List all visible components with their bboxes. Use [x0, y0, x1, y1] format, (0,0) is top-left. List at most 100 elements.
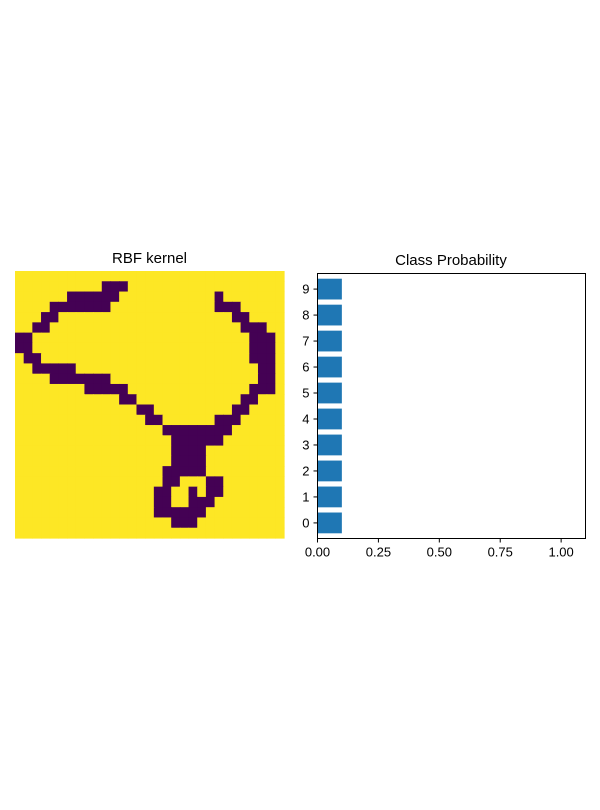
- image-pixel: [266, 435, 276, 447]
- image-pixel: [162, 322, 172, 334]
- image-pixel: [266, 342, 276, 354]
- image-pixel: [49, 332, 59, 344]
- image-pixel: [275, 394, 285, 406]
- image-pixel: [214, 425, 224, 436]
- image-pixel: [240, 322, 250, 334]
- image-pixel: [110, 435, 120, 447]
- image-pixel: [188, 291, 198, 303]
- image-pixel: [75, 291, 86, 303]
- image-pixel: [110, 486, 120, 498]
- image-pixel: [257, 353, 268, 365]
- image-pixel: [127, 322, 138, 334]
- image-pixel: [197, 312, 207, 323]
- image-pixel: [101, 291, 112, 303]
- image-pixel: [58, 527, 68, 539]
- image-pixel: [110, 414, 120, 426]
- image-pixel: [145, 322, 155, 334]
- image-pixel: [58, 394, 68, 406]
- image-pixel: [275, 291, 285, 303]
- image-pixel: [75, 486, 86, 498]
- image-pixel: [127, 445, 138, 457]
- image-pixel: [205, 383, 216, 395]
- x-tick-label: 0.00: [305, 545, 330, 560]
- image-pixel: [214, 271, 224, 282]
- image-pixel: [15, 353, 25, 365]
- image-pixel: [275, 342, 285, 354]
- image-pixel: [145, 281, 155, 293]
- image-pixel: [223, 414, 233, 426]
- image-pixel: [23, 342, 33, 354]
- image-pixel: [188, 445, 198, 457]
- bar-class-0: [317, 512, 342, 534]
- image-pixel: [145, 414, 155, 426]
- image-pixel: [101, 425, 112, 436]
- image-pixel: [179, 332, 190, 344]
- image-pixel: [41, 517, 51, 529]
- image-pixel: [49, 476, 59, 488]
- image-pixel: [136, 332, 146, 344]
- image-pixel: [214, 363, 224, 375]
- image-pixel: [15, 383, 25, 395]
- image-pixel: [197, 332, 207, 344]
- image-pixel: [84, 435, 94, 447]
- image-pixel: [266, 383, 276, 395]
- image-pixel: [49, 455, 59, 467]
- image-pixel: [119, 414, 129, 426]
- image-pixel: [127, 281, 138, 293]
- image-pixel: [58, 383, 68, 395]
- image-pixel: [32, 425, 42, 436]
- image-pixel: [171, 517, 181, 529]
- image-pixel: [153, 383, 164, 395]
- image-pixel: [179, 435, 190, 447]
- image-pixel: [15, 466, 25, 477]
- image-pixel: [171, 527, 181, 539]
- image-pixel: [179, 445, 190, 457]
- bar-class-5: [317, 382, 342, 404]
- image-pixel: [67, 332, 77, 344]
- image-pixel: [188, 342, 198, 354]
- image-pixel: [179, 496, 190, 508]
- image-pixel: [67, 425, 77, 436]
- image-pixel: [197, 527, 207, 539]
- image-pixel: [145, 301, 155, 313]
- image-pixel: [240, 507, 250, 519]
- image-pixel: [188, 496, 198, 508]
- image-pixel: [179, 373, 190, 385]
- image-pixel: [84, 353, 94, 365]
- image-pixel: [197, 404, 207, 416]
- image-pixel: [58, 507, 68, 519]
- image-pixel: [197, 322, 207, 334]
- image-pixel: [84, 394, 94, 406]
- image-pixel: [223, 312, 233, 323]
- image-pixel: [49, 363, 59, 375]
- image-pixel: [75, 342, 86, 354]
- y-tick-label: 5: [302, 386, 309, 401]
- image-pixel: [266, 291, 276, 303]
- image-pixel: [23, 271, 33, 282]
- image-pixel: [223, 281, 233, 293]
- image-pixel: [214, 517, 224, 529]
- image-pixel: [197, 271, 207, 282]
- image-pixel: [249, 383, 259, 395]
- image-pixel: [275, 486, 285, 498]
- image-pixel: [84, 486, 94, 498]
- image-pixel: [58, 281, 68, 293]
- image-pixel: [231, 332, 242, 344]
- image-pixel: [214, 281, 224, 293]
- image-pixel: [101, 527, 112, 539]
- image-pixel: [188, 281, 198, 293]
- image-pixel: [188, 435, 198, 447]
- image-pixel: [171, 271, 181, 282]
- image-pixel: [127, 363, 138, 375]
- image-pixel: [162, 466, 172, 477]
- image-pixel: [84, 322, 94, 334]
- image-pixel: [231, 435, 242, 447]
- image-pixel: [188, 466, 198, 477]
- image-pixel: [240, 466, 250, 477]
- image-pixel: [205, 414, 216, 426]
- image-pixel: [197, 455, 207, 467]
- image-pixel: [153, 486, 164, 498]
- image-pixel: [275, 455, 285, 467]
- image-pixel: [257, 383, 268, 395]
